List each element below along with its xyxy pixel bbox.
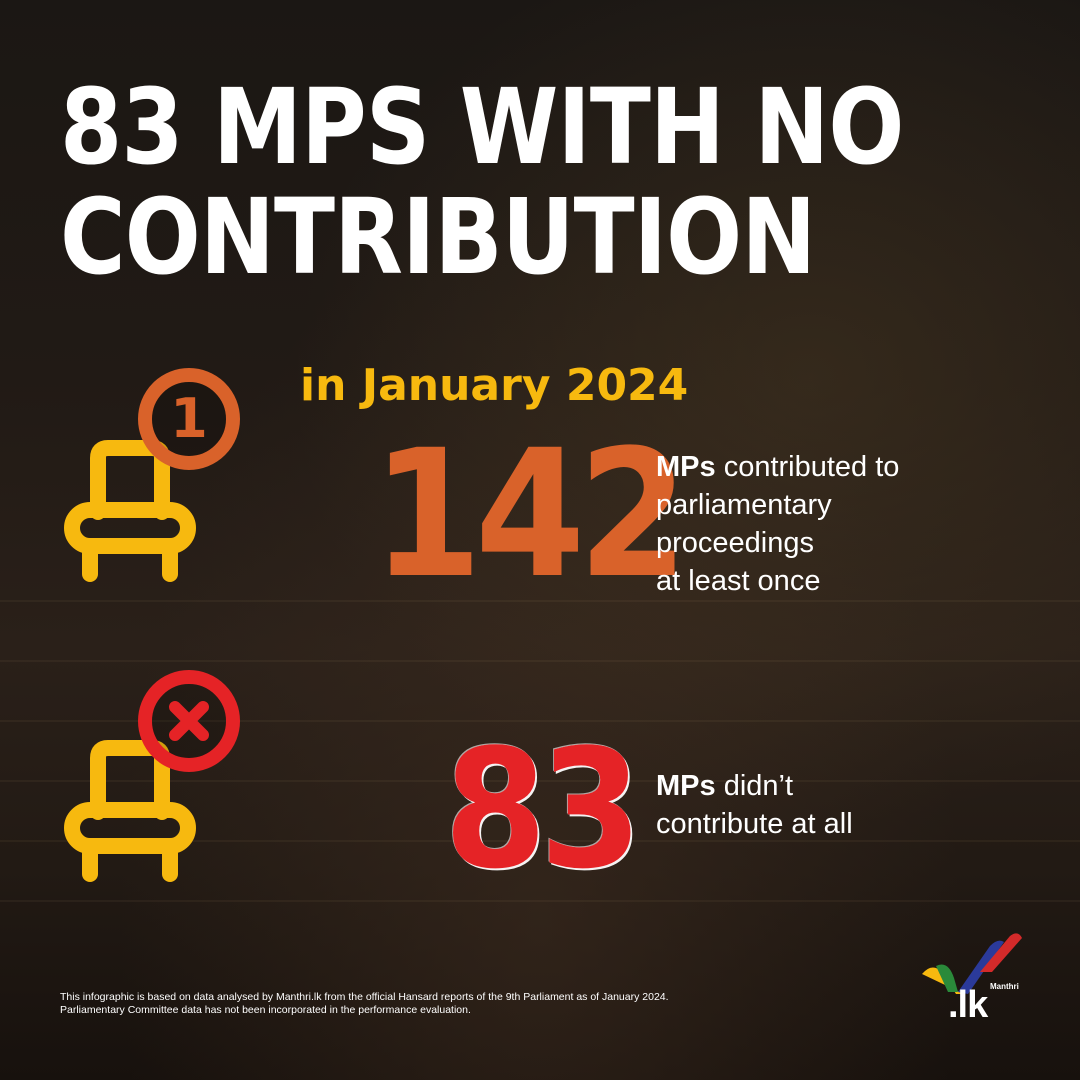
description-line: parliamentary <box>656 486 1036 524</box>
description-first-line: didn’t <box>716 770 793 802</box>
footnote-line-1: This infographic is based on data analys… <box>60 991 880 1004</box>
headline-line-1: 83 MPS WITH NO <box>60 72 886 182</box>
badge-label: 1 <box>170 387 208 450</box>
description-line: at least once <box>656 562 1036 600</box>
number-one-circle-icon: 1 <box>132 362 246 476</box>
no-contribution-description: MPs didn’t contribute at all <box>656 767 1036 843</box>
logo-wordmark: .lk <box>948 984 987 1027</box>
mps-label: MPs <box>656 451 716 483</box>
description-first-line: contributed to <box>716 451 900 483</box>
headline-line-2: CONTRIBUTION <box>60 182 886 292</box>
description-line: contribute at all <box>656 805 1036 843</box>
contributed-description: MPs contributed to parliamentary proceed… <box>656 448 1036 600</box>
cross-circle-icon <box>132 664 246 778</box>
headline: 83 MPS WITH NO CONTRIBUTION <box>60 72 886 292</box>
footnote-line-2: Parliamentary Committee data has not bee… <box>60 1004 880 1017</box>
contributed-count: 142 <box>372 420 681 610</box>
manthri-logo: Manthri .lk <box>918 932 1026 1028</box>
logo-wordmark-small: Manthri <box>990 982 1019 991</box>
no-contribution-count: 83 <box>444 720 635 900</box>
description-line: proceedings <box>656 524 1036 562</box>
subheading-date: in January 2024 <box>300 360 688 411</box>
mps-label: MPs <box>656 770 716 802</box>
source-footnote: This infographic is based on data analys… <box>60 991 880 1017</box>
